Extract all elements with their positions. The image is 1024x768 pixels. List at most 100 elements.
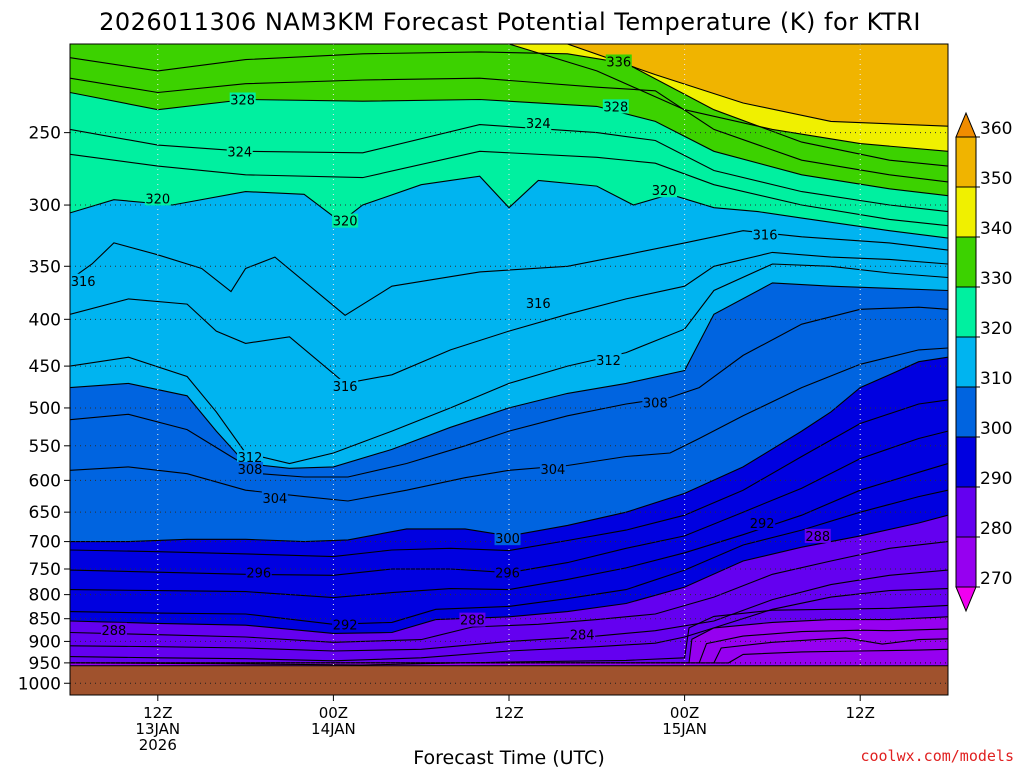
isentrope-310	[70, 282, 948, 469]
isentrope-344	[70, 44, 948, 127]
x-tick-label: 2026	[139, 736, 177, 754]
contour-label-bg	[642, 395, 669, 410]
contour-label: 292	[333, 618, 358, 633]
contour-label-bg	[525, 115, 552, 130]
contour-label: 316	[71, 275, 96, 290]
contour-label: 284	[570, 629, 595, 644]
contour-label: 300	[495, 532, 520, 547]
contour-label-bg	[236, 461, 263, 476]
y-tick-label: 550	[29, 437, 61, 457]
terrain-fill	[70, 665, 948, 695]
gridlines	[70, 44, 948, 695]
contour-label-bg	[651, 183, 678, 198]
colorbar-band	[955, 336, 977, 388]
isentrope-286	[70, 569, 948, 652]
colorbar-tick-label: 300	[980, 419, 1012, 439]
isentrope-288	[70, 541, 948, 643]
contour-label-bg	[229, 92, 256, 107]
isentrope-328	[70, 91, 948, 197]
colorbar-tick-label: 290	[980, 469, 1012, 489]
contour-label-bg	[749, 516, 776, 531]
isentrope-322	[70, 150, 948, 227]
isentrope-278	[70, 628, 948, 664]
y-tick-label: 300	[29, 196, 61, 216]
contour-labels: 336 328 328 324 324 320 320 320 316 316 316 316 312 3…	[70, 54, 831, 644]
y-tick-label: 850	[29, 610, 61, 630]
colorbar-tick-label: 280	[980, 519, 1012, 539]
isentrope-304	[70, 347, 948, 502]
contour-label-bg	[494, 531, 521, 546]
y-tick-label: 800	[29, 586, 61, 606]
contour-label-bg	[261, 490, 288, 505]
isentrope-324	[70, 124, 948, 213]
y-tick-label: 650	[29, 503, 61, 523]
isentrope-290	[70, 514, 948, 634]
isentrope-282	[70, 604, 948, 666]
contour-label-bg	[459, 612, 486, 627]
isentrope-308	[70, 306, 948, 478]
contour-label-bg	[494, 565, 521, 580]
terrain	[70, 662, 948, 695]
contour-label-bg	[332, 378, 359, 393]
contour-label: 316	[333, 380, 358, 395]
colorbar-band	[955, 236, 977, 288]
colorbar-band	[955, 386, 977, 438]
contour-label: 296	[246, 567, 271, 582]
contour-label: 296	[495, 567, 520, 582]
credit-link[interactable]: coolwx.com/models	[860, 747, 1014, 765]
contour-label-bg	[539, 461, 566, 476]
y-axis: 2503003504004505005506006507007508008509…	[18, 124, 70, 694]
contour-label: 288	[460, 614, 485, 629]
colorbar-band	[955, 486, 977, 538]
colorbar-tick-label: 350	[980, 169, 1012, 189]
colorbar-tick-label: 270	[980, 569, 1012, 589]
contour-label: 308	[238, 463, 263, 478]
chart-title: 2026011306 NAM3KM Forecast Potential Tem…	[99, 8, 921, 36]
isentrope-280	[70, 616, 948, 664]
colorbar-band	[955, 286, 977, 338]
y-tick-label: 700	[29, 533, 61, 553]
isentrope-274	[70, 648, 948, 664]
contour-label-bg	[569, 627, 596, 642]
contour-lines	[70, 44, 948, 666]
x-axis-label: Forecast Time (UTC)	[413, 747, 604, 768]
contour-label-bg	[602, 99, 629, 114]
contour-label: 320	[652, 184, 677, 199]
isentrope-300	[70, 356, 948, 543]
isentrope-314	[70, 251, 948, 384]
contour-label-bg	[605, 54, 632, 69]
y-tick-label: 250	[29, 124, 61, 144]
contour-label-bg	[332, 213, 359, 228]
contour-label: 308	[643, 396, 668, 411]
y-tick-label: 500	[29, 399, 61, 419]
x-tick-label: 15JAN	[662, 720, 707, 738]
isentrope-284	[70, 588, 948, 662]
contour-label-bg	[595, 352, 622, 367]
contour-label: 328	[603, 100, 628, 115]
isentrope-332	[70, 77, 948, 183]
contour-label: 316	[753, 228, 778, 243]
colorbar-tick-label: 340	[980, 219, 1012, 239]
contour-label: 320	[145, 192, 170, 207]
y-tick-label: 900	[29, 632, 61, 652]
contour-label: 304	[262, 492, 287, 507]
contour-label: 288	[101, 624, 126, 639]
contour-label-bg	[752, 227, 779, 242]
isentrope-294	[70, 462, 948, 599]
contour-label-bg	[226, 144, 253, 159]
isentrope-336	[70, 51, 948, 167]
isentrope-298	[70, 399, 948, 558]
y-tick-label: 950	[29, 654, 61, 674]
filled-contours	[70, 44, 948, 695]
contour-label: 304	[540, 463, 565, 478]
colorbar-tick-label: 360	[980, 119, 1012, 139]
colorbar-band	[955, 436, 977, 488]
isentrope-292	[70, 489, 948, 625]
y-tick-label: 1000	[18, 674, 61, 694]
contour-label: 336	[606, 55, 631, 70]
colorbar: 270 280 290 300 310 320 330 340 350 360	[955, 111, 1012, 613]
contour-label: 292	[750, 517, 775, 532]
x-tick-label: 13JAN	[135, 720, 180, 738]
